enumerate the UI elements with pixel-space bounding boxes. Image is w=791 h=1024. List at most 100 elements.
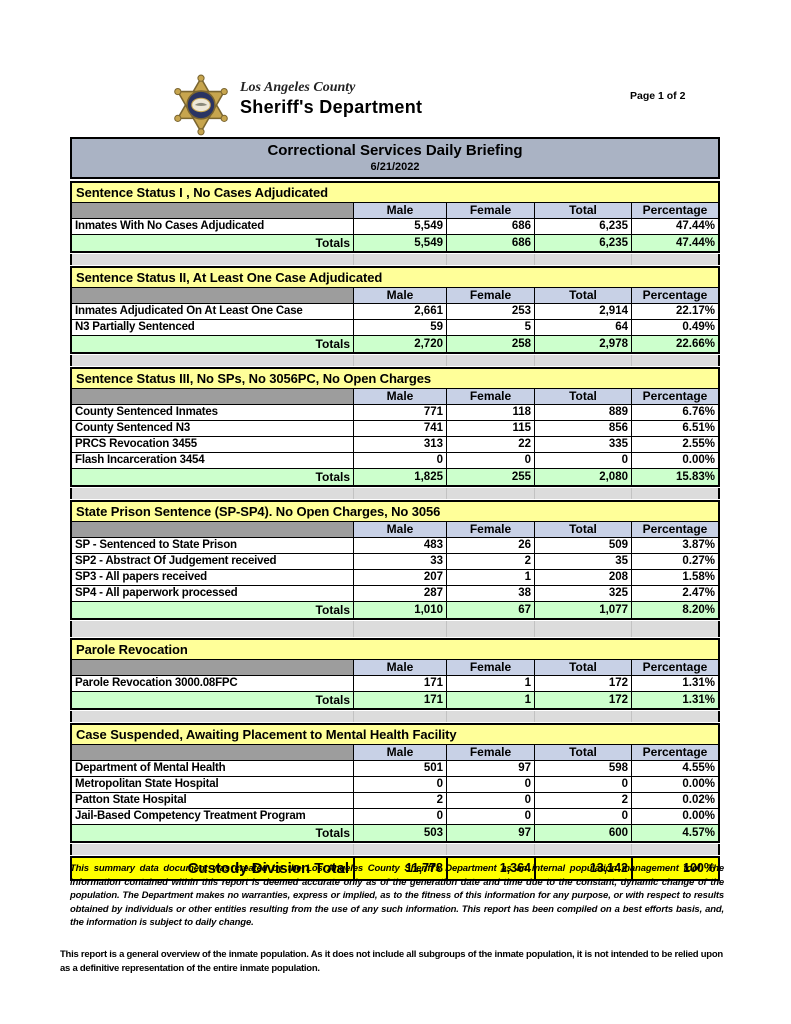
spacer-cell [446, 711, 534, 722]
table-row: N3 Partially Sentenced 59 5 64 0.49% [72, 319, 718, 335]
column-header-male: Male [353, 660, 446, 675]
table-row: County Sentenced N3 741 115 856 6.51% [72, 420, 718, 436]
table-row: SP4 - All paperwork processed 287 38 325 2.4… [72, 585, 718, 601]
cell-female: 0 [446, 453, 534, 468]
cell-percentage: 4.55% [631, 761, 718, 776]
custody-total-total: 13,142 [534, 858, 631, 879]
table-row: PRCS Revocation 3455 313 22 335 2.55% [72, 436, 718, 452]
cell-total: 64 [534, 320, 631, 335]
totals-percentage: 47.44% [631, 235, 718, 251]
column-header-total: Total [534, 660, 631, 675]
cell-percentage: 1.58% [631, 570, 718, 585]
column-header-stub [72, 660, 353, 675]
column-header-stub [72, 288, 353, 303]
cell-male: 5,549 [353, 219, 446, 234]
section-4: State Prison Sentence (SP-SP4). No Open … [70, 500, 720, 620]
totals-label: Totals [315, 603, 350, 617]
totals-female: 97 [446, 825, 534, 841]
page-number: Page 1 of 2 [630, 90, 686, 102]
spacer-cell [631, 711, 718, 722]
table-row: SP - Sentenced to State Prison 483 26 509 3.… [72, 537, 718, 553]
report-sections: Sentence Status I , No Cases Adjudicated… [70, 181, 720, 855]
table-row: County Sentenced Inmates 771 118 889 6.76% [72, 404, 718, 420]
totals-label: Totals [315, 826, 350, 840]
column-header-stub [72, 745, 353, 760]
table-row: Patton State Hospital 2 0 2 0.02% [72, 792, 718, 808]
column-header-male: Male [353, 203, 446, 218]
spacer-cell [72, 488, 353, 499]
row-label: Department of Mental Health [75, 762, 226, 774]
column-header-total: Total [534, 522, 631, 537]
spacer-cell [631, 488, 718, 499]
cell-total: 0 [534, 777, 631, 792]
cell-percentage: 3.87% [631, 538, 718, 553]
section-1: Sentence Status I , No Cases Adjudicated… [70, 181, 720, 253]
totals-percentage: 4.57% [631, 825, 718, 841]
cell-female: 686 [446, 219, 534, 234]
column-header-row: Male Female Total Percentage [72, 659, 718, 675]
totals-male: 171 [353, 692, 446, 708]
row-label: County Sentenced N3 [75, 422, 191, 434]
section-spacer [70, 621, 720, 637]
section-title: Parole Revocation [72, 640, 718, 659]
row-label: County Sentenced Inmates [75, 406, 218, 418]
section-spacer [70, 711, 720, 722]
cell-male: 207 [353, 570, 446, 585]
column-header-female: Female [446, 522, 534, 537]
row-label: Jail-Based Competency Treatment Program [75, 810, 306, 822]
cell-percentage: 0.27% [631, 554, 718, 569]
spacer-cell [72, 355, 353, 366]
cell-male: 2 [353, 793, 446, 808]
column-header-total: Total [534, 288, 631, 303]
column-header-male: Male [353, 389, 446, 404]
cell-percentage: 0.00% [631, 453, 718, 468]
cell-female: 22 [446, 437, 534, 452]
spacer-cell [72, 621, 353, 637]
cell-percentage: 2.47% [631, 586, 718, 601]
cell-total: 856 [534, 421, 631, 436]
cell-male: 59 [353, 320, 446, 335]
column-header-female: Female [446, 660, 534, 675]
row-label: Parole Revocation 3000.08FPC [75, 677, 238, 689]
spacer-cell [446, 488, 534, 499]
spacer-cell [72, 844, 353, 855]
cell-female: 0 [446, 777, 534, 792]
totals-total: 6,235 [534, 235, 631, 251]
table-row: Jail-Based Competency Treatment Program 0… [72, 808, 718, 824]
column-header-male: Male [353, 745, 446, 760]
table-row: Department of Mental Health 501 97 598 4.55% [72, 760, 718, 776]
cell-male: 741 [353, 421, 446, 436]
cell-female: 1 [446, 676, 534, 691]
totals-total: 600 [534, 825, 631, 841]
column-header-row: Male Female Total Percentage [72, 521, 718, 537]
custody-division-total-row: Custody Division Total 11,778 1,364 13,1… [70, 856, 720, 881]
column-header-percentage: Percentage [631, 389, 718, 404]
cell-male: 771 [353, 405, 446, 420]
totals-female: 258 [446, 336, 534, 352]
section-spacer [70, 488, 720, 499]
section-title: Sentence Status II, At Least One Case Ad… [72, 268, 718, 287]
column-header-total: Total [534, 389, 631, 404]
section-title: Sentence Status III, No SPs, No 3056PC, … [72, 369, 718, 388]
cell-female: 38 [446, 586, 534, 601]
cell-male: 33 [353, 554, 446, 569]
agency-department-line: Sheriff's Department [240, 97, 423, 117]
cell-total: 0 [534, 809, 631, 824]
cell-female: 2 [446, 554, 534, 569]
cell-percentage: 0.49% [631, 320, 718, 335]
overview-note-text: This report is a general overview of the… [60, 949, 723, 974]
row-label: N3 Partially Sentenced [75, 321, 195, 333]
cell-percentage: 1.31% [631, 676, 718, 691]
cell-percentage: 22.17% [631, 304, 718, 319]
section-2: Sentence Status II, At Least One Case Ad… [70, 266, 720, 354]
row-label: SP4 - All paperwork processed [75, 587, 238, 599]
cell-female: 26 [446, 538, 534, 553]
section-spacer [70, 844, 720, 855]
column-header-percentage: Percentage [631, 288, 718, 303]
totals-female: 255 [446, 469, 534, 485]
section-title: Case Suspended, Awaiting Placement to Me… [72, 725, 718, 744]
column-header-percentage: Percentage [631, 660, 718, 675]
totals-label: Totals [315, 470, 350, 484]
totals-female: 686 [446, 235, 534, 251]
